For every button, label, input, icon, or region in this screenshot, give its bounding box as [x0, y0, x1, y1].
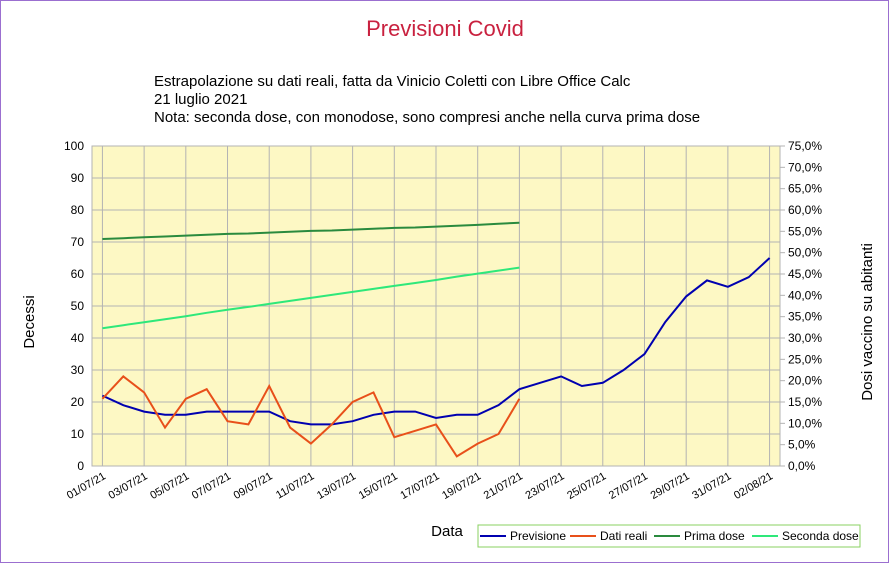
- y-tick-label: 50: [71, 299, 85, 313]
- y2-tick-label: 10,0%: [788, 416, 822, 430]
- y-tick-label: 60: [71, 267, 85, 281]
- y2-tick-label: 50,0%: [788, 246, 822, 260]
- y2-tick-label: 25,0%: [788, 352, 822, 366]
- y2-tick-label: 70,0%: [788, 160, 822, 174]
- y-tick-label: 10: [71, 427, 85, 441]
- y2-tick-label: 45,0%: [788, 267, 822, 281]
- legend-label: Previsione: [510, 529, 566, 543]
- x-axis-title: Data: [431, 523, 463, 540]
- y2-tick-label: 65,0%: [788, 182, 822, 196]
- series-line: [101, 257, 771, 426]
- series-line: [101, 375, 521, 458]
- y2-tick-label: 40,0%: [788, 288, 822, 302]
- y2-tick-label: 30,0%: [788, 331, 822, 345]
- series-line: [102, 266, 520, 330]
- y2-tick-label: 35,0%: [788, 310, 822, 324]
- y-tick-label: 80: [71, 203, 85, 217]
- y-axis-title: Decessi: [21, 295, 38, 348]
- y-tick-label: 40: [71, 331, 85, 345]
- y2-tick-label: 20,0%: [788, 374, 822, 388]
- series-line: [102, 221, 520, 240]
- y-tick-label: 30: [71, 363, 85, 377]
- y2-tick-label: 0,0%: [788, 459, 816, 473]
- y2-tick-label: 55,0%: [788, 224, 822, 238]
- y2-axis-title: Dosi vaccino su abitanti: [859, 243, 876, 401]
- y2-tick-label: 60,0%: [788, 203, 822, 217]
- y2-tick-label: 15,0%: [788, 395, 822, 409]
- legend-label: Prima dose: [684, 529, 745, 543]
- subtitle: Nota: seconda dose, con monodose, sono c…: [154, 109, 700, 126]
- legend-label: Dati reali: [600, 529, 647, 543]
- y2-tick-label: 5,0%: [788, 438, 816, 452]
- y-tick-label: 0: [77, 459, 84, 473]
- subtitle: Estrapolazione su dati reali, fatta da V…: [154, 73, 631, 90]
- y-tick-label: 100: [64, 139, 84, 153]
- y-tick-label: 90: [71, 171, 85, 185]
- y2-tick-label: 75,0%: [788, 139, 822, 153]
- y-tick-label: 20: [71, 395, 85, 409]
- y-tick-label: 70: [71, 235, 85, 249]
- legend-label: Seconda dose: [782, 529, 859, 543]
- chart-title: Previsioni Covid: [366, 16, 524, 41]
- subtitle: 21 luglio 2021: [154, 91, 247, 108]
- plot-border: [91, 145, 781, 467]
